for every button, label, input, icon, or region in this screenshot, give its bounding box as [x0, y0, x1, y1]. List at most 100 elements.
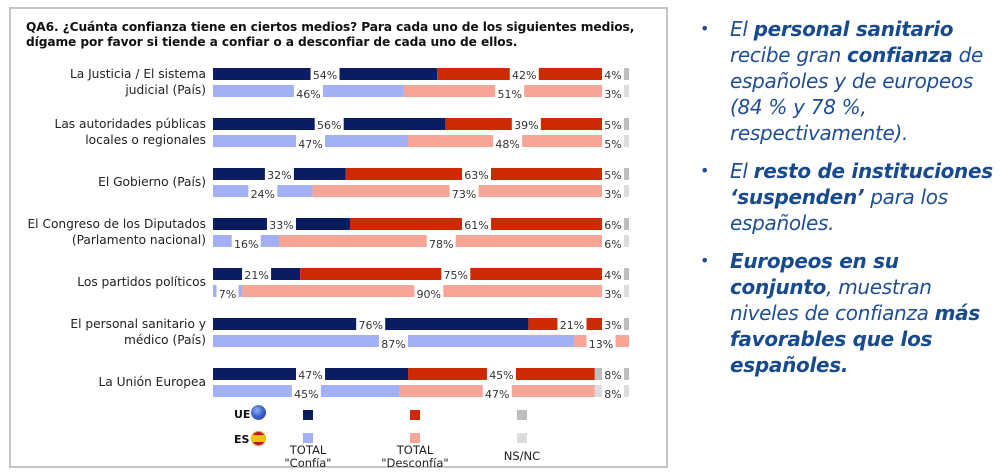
value-label-ue-desconfia: 21%: [560, 319, 584, 332]
value-label-es-desconfia: 73%: [452, 188, 476, 201]
value-label-bg: [602, 184, 624, 200]
legend-label-confia: TOTAL "Confía": [268, 444, 348, 470]
value-label-es-confia: 45%: [294, 388, 318, 401]
value-label-bg: [242, 267, 272, 281]
finding-emphasis: Europeos en su conjunto: [730, 249, 899, 299]
value-label-es-nsnc: 5%: [604, 138, 621, 151]
value-label-es-desconfia: 78%: [429, 238, 453, 251]
category-label-line: La Justicia / El sistema: [69, 66, 206, 81]
value-label-ue-nsnc: 6%: [604, 219, 621, 232]
legend-swatch-ue-confia: [303, 410, 313, 420]
value-label-bg: [493, 134, 523, 150]
value-label-es-confia: 46%: [296, 88, 320, 101]
value-label-es-nsnc: 3%: [604, 288, 621, 301]
value-label-ue-confia: 32%: [267, 169, 291, 182]
value-label-bg: [602, 234, 624, 250]
legend-swatch-ue-desconfia: [410, 410, 420, 420]
category-label: El Congreso de los Diputados (Parlamento …: [6, 216, 206, 248]
value-label-ue-confia: 54%: [313, 69, 337, 82]
value-label-bg: [602, 117, 624, 131]
bar-ue-nsnc-tick: [625, 118, 629, 130]
value-label-bg: [426, 234, 456, 250]
bar-es-nsnc-tick: [625, 185, 629, 197]
value-label-bg: [441, 267, 471, 281]
category-label-line: judicial (País): [125, 82, 206, 97]
value-label-ue-confia: 33%: [269, 219, 293, 232]
value-label-bg: [462, 217, 492, 231]
value-label-bg: [266, 217, 296, 231]
value-label-es-desconfia: 48%: [495, 138, 519, 151]
finding-item: • El personal sanitario recibe gran confi…: [700, 16, 995, 146]
value-label-bg: [495, 84, 525, 100]
value-label-bg: [296, 367, 326, 381]
finding-emphasis: más favorables que los españoles.: [730, 301, 980, 377]
category-label-line: médico (País): [123, 332, 206, 347]
value-label-bg: [602, 167, 624, 181]
bar-ue-nsnc-tick: [625, 318, 629, 330]
category-label-line: Los partidos políticos: [77, 274, 206, 289]
finding-emphasis: personal sanitario: [753, 17, 954, 41]
value-label-ue-desconfia: 45%: [489, 369, 513, 382]
value-label-ue-confia: 21%: [244, 269, 268, 282]
finding-item: • Europeos en su conjunto, muestran nivel…: [700, 248, 995, 378]
finding-emphasis: resto de instituciones ‘suspenden’: [730, 159, 993, 209]
value-label-ue-nsnc: 4%: [604, 269, 621, 282]
category-label-line: El Gobierno (País): [98, 174, 206, 189]
value-label-es-confia: 24%: [251, 188, 275, 201]
legend-swatch-es-confia: [303, 433, 313, 443]
value-label-es-desconfia: 13%: [589, 338, 613, 351]
value-label-bg: [557, 317, 587, 331]
value-label-bg: [291, 384, 321, 400]
bar-es-nsnc-tick: [625, 85, 629, 97]
value-label-es-nsnc: 3%: [604, 88, 621, 101]
value-label-ue-nsnc: 4%: [604, 69, 621, 82]
bar-es-desconfia-tail: [623, 335, 629, 347]
finding-text: El: [730, 17, 754, 41]
legend-ue-label: UE: [234, 408, 251, 421]
value-label-ue-confia: 76%: [358, 319, 382, 332]
bar-ue-nsnc-tick: [625, 268, 629, 280]
value-label-bg: [414, 284, 444, 300]
key-findings: • El personal sanitario recibe gran confi…: [700, 16, 995, 390]
bullet-icon: •: [700, 161, 710, 180]
value-label-bg: [264, 167, 294, 181]
value-label-es-nsnc: 6%: [604, 238, 621, 251]
legend-es-label: ES: [234, 433, 250, 446]
bar-ue-nsnc-tick: [625, 68, 629, 80]
value-label-bg: [602, 284, 624, 300]
value-label-es-confia: 7%: [219, 288, 236, 301]
spain-flag-icon: [251, 431, 266, 446]
bar-es-nsnc-tick: [625, 135, 629, 147]
finding-text: para los españoles.: [730, 185, 948, 235]
value-label-es-confia: 16%: [234, 238, 258, 251]
finding-text: , muestran niveles de confianza: [730, 275, 935, 325]
finding-emphasis: confianza: [847, 43, 953, 67]
finding-text: de españoles y de europeos (84 % y 78 %,…: [730, 43, 984, 145]
value-label-ue-nsnc: 5%: [604, 119, 621, 132]
value-label-bg: [602, 217, 624, 231]
bar-ue-nsnc-tick: [625, 168, 629, 180]
bar-es-nsnc-tick: [625, 235, 629, 247]
value-label-bg: [293, 84, 323, 100]
value-label-bg: [511, 117, 541, 131]
finding-text: El: [730, 159, 754, 183]
value-label-ue-nsnc: 5%: [604, 169, 621, 182]
finding-text: recibe gran: [730, 43, 848, 67]
legend-confia-line2: "Confía": [284, 456, 332, 470]
category-label-line: locales o regionales: [85, 132, 206, 147]
value-label-bg: [509, 67, 539, 81]
value-label-bg: [314, 117, 344, 131]
bar-es-nsnc-tick: [625, 285, 629, 297]
value-label-ue-desconfia: 42%: [512, 69, 536, 82]
legend-swatch-es-nsnc: [517, 433, 527, 443]
value-label-es-desconfia: 47%: [485, 388, 509, 401]
value-label-bg: [586, 334, 616, 350]
value-label-ue-desconfia: 61%: [464, 219, 488, 232]
value-label-ue-confia: 56%: [317, 119, 341, 132]
legend-desconfia-line2: "Desconfía": [381, 456, 449, 470]
value-label-ue-nsnc: 3%: [604, 319, 621, 332]
value-label-es-desconfia: 51%: [497, 88, 521, 101]
chart-title: QA6. ¿Cuánta confianza tiene en ciertos …: [26, 20, 635, 49]
category-label-line: El Congreso de los Diputados: [27, 216, 206, 231]
category-label-line: El personal sanitario y: [70, 316, 206, 331]
